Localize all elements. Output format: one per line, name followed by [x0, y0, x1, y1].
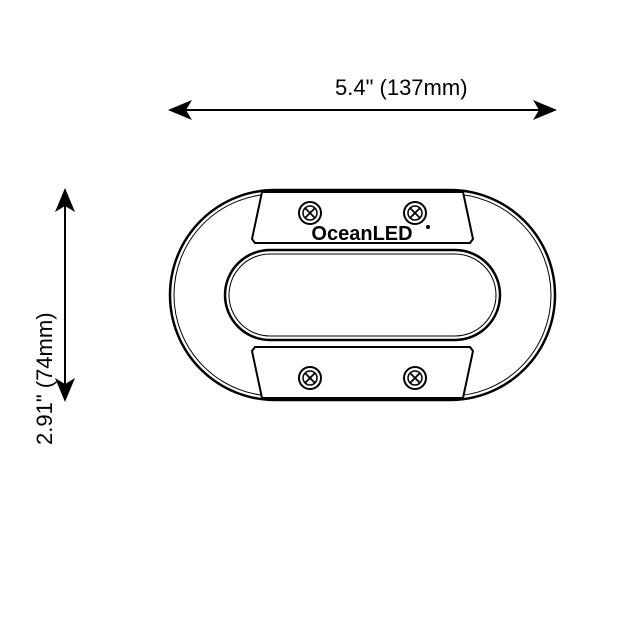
screw-top-right [404, 202, 426, 224]
screw-bottom-left [299, 367, 321, 389]
height-label: 2.91" (74mm) [32, 312, 58, 445]
inner-window [225, 250, 500, 340]
screw-bottom-right [404, 367, 426, 389]
brand-text: OceanLED [311, 223, 412, 245]
registered-dot [426, 225, 430, 229]
width-label: 5.4" (137mm) [335, 75, 468, 101]
diagram-canvas: OceanLED 5.4" (137mm) 2.91" (74mm) [0, 0, 635, 635]
drawing-svg: OceanLED [0, 0, 635, 635]
bottom-plate [252, 347, 473, 398]
screw-top-left [299, 202, 321, 224]
